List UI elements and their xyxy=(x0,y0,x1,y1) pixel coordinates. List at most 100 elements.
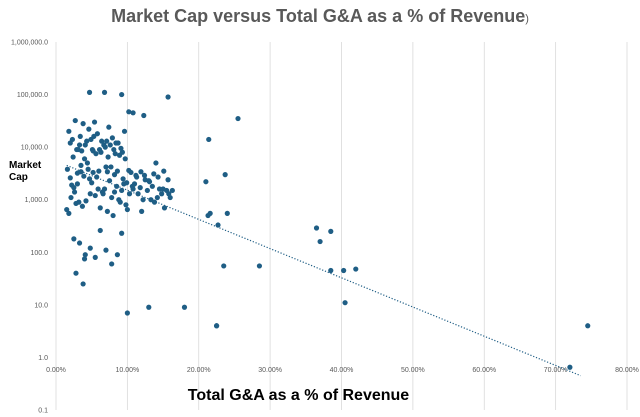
data-point xyxy=(66,128,72,134)
data-point xyxy=(117,199,123,205)
data-point xyxy=(71,189,78,195)
y-axis-label-line: Market xyxy=(9,160,42,171)
y-tick-label: 1,000.0 xyxy=(25,197,48,204)
x-tick-label: 60.00% xyxy=(472,367,496,374)
data-point xyxy=(74,181,81,187)
data-point xyxy=(76,240,83,246)
data-point xyxy=(119,149,125,155)
data-point xyxy=(84,160,91,166)
data-point xyxy=(144,187,150,194)
data-point xyxy=(71,236,77,242)
data-point xyxy=(95,186,101,192)
data-point xyxy=(123,202,129,208)
data-point xyxy=(96,146,103,153)
y-tick-label: 0.1 xyxy=(38,408,48,415)
data-point xyxy=(82,252,88,258)
data-point xyxy=(94,131,100,137)
data-point xyxy=(79,203,86,209)
data-point xyxy=(81,256,88,262)
data-point xyxy=(151,199,158,205)
trendline xyxy=(66,164,581,377)
data-point xyxy=(77,133,83,140)
data-point xyxy=(121,128,128,134)
data-point xyxy=(140,197,146,203)
data-point xyxy=(118,145,124,151)
y-tick-label: 1,000,000.0 xyxy=(11,40,48,47)
data-point xyxy=(109,194,115,201)
data-point xyxy=(224,210,230,216)
y-tick-label: 100,000.0 xyxy=(17,92,48,99)
data-point xyxy=(85,166,91,172)
data-point xyxy=(100,191,106,197)
data-point xyxy=(93,151,99,157)
data-point xyxy=(101,89,108,95)
data-point xyxy=(109,135,115,141)
x-axis-ticks: 0.00% 10.00% 20.00% 30.00% 40.00% 50.00% 60.00… xyxy=(46,367,639,374)
data-point xyxy=(156,186,163,192)
data-point xyxy=(81,156,88,162)
data-point xyxy=(130,110,136,116)
data-point xyxy=(103,164,109,170)
x-tick-label: 20.00% xyxy=(187,367,211,374)
data-point xyxy=(215,222,221,228)
data-point xyxy=(159,191,165,197)
x-axis-label: Total G&A as a % of Revenue xyxy=(187,387,410,404)
data-point xyxy=(64,166,71,172)
data-point xyxy=(155,174,161,180)
data-point xyxy=(138,169,144,175)
data-point xyxy=(97,227,103,234)
data-point xyxy=(101,186,108,192)
data-point xyxy=(67,175,73,181)
data-point xyxy=(68,194,74,201)
data-point xyxy=(154,194,160,201)
data-point xyxy=(146,179,153,185)
data-point xyxy=(149,183,155,189)
data-point xyxy=(89,180,95,186)
y-axis-ticks: 0.1 1.0 10.0 100.0 1,000.0 10,000.0 100,000.0 1… xyxy=(11,40,48,415)
data-point xyxy=(70,154,76,160)
data-point xyxy=(81,173,87,179)
data-point xyxy=(90,169,96,176)
data-point xyxy=(86,126,92,132)
data-point xyxy=(124,206,130,213)
data-point xyxy=(165,177,171,183)
data-point xyxy=(135,191,141,197)
data-point xyxy=(222,172,228,178)
data-point xyxy=(71,184,77,191)
gridlines xyxy=(55,42,628,410)
data-point xyxy=(567,364,573,370)
data-point xyxy=(102,144,108,150)
data-point xyxy=(328,267,334,274)
data-point xyxy=(129,183,135,189)
data-point xyxy=(120,176,126,182)
data-point xyxy=(328,228,334,234)
data-point xyxy=(119,187,125,194)
data-point xyxy=(107,142,113,148)
data-point xyxy=(80,121,86,127)
data-point xyxy=(104,138,110,144)
y-tick-label: 10,000.0 xyxy=(21,145,48,152)
data-point xyxy=(124,180,130,186)
data-point xyxy=(111,172,118,178)
data-point xyxy=(111,189,118,195)
y-tick-label: 100.0 xyxy=(30,250,48,257)
data-point xyxy=(73,270,79,276)
trendline-group xyxy=(66,164,581,377)
y-axis-label: Market Cap xyxy=(9,160,49,184)
data-point xyxy=(114,252,120,258)
x-tick-label: 50.00% xyxy=(401,367,425,374)
data-point xyxy=(165,94,171,100)
x-tick-label: 10.00% xyxy=(116,367,140,374)
data-point xyxy=(126,109,132,115)
data-point xyxy=(585,323,591,329)
data-point xyxy=(317,238,323,245)
data-point xyxy=(104,208,110,214)
y-tick-label: 1.0 xyxy=(38,355,48,362)
data-point xyxy=(66,210,72,216)
x-tick-label: 80.00% xyxy=(615,367,639,374)
data-point xyxy=(74,146,80,153)
chart-title: Market Cap versus Total G&A as a % of Re… xyxy=(111,6,529,26)
data-point xyxy=(94,174,100,180)
data-point xyxy=(83,198,89,204)
